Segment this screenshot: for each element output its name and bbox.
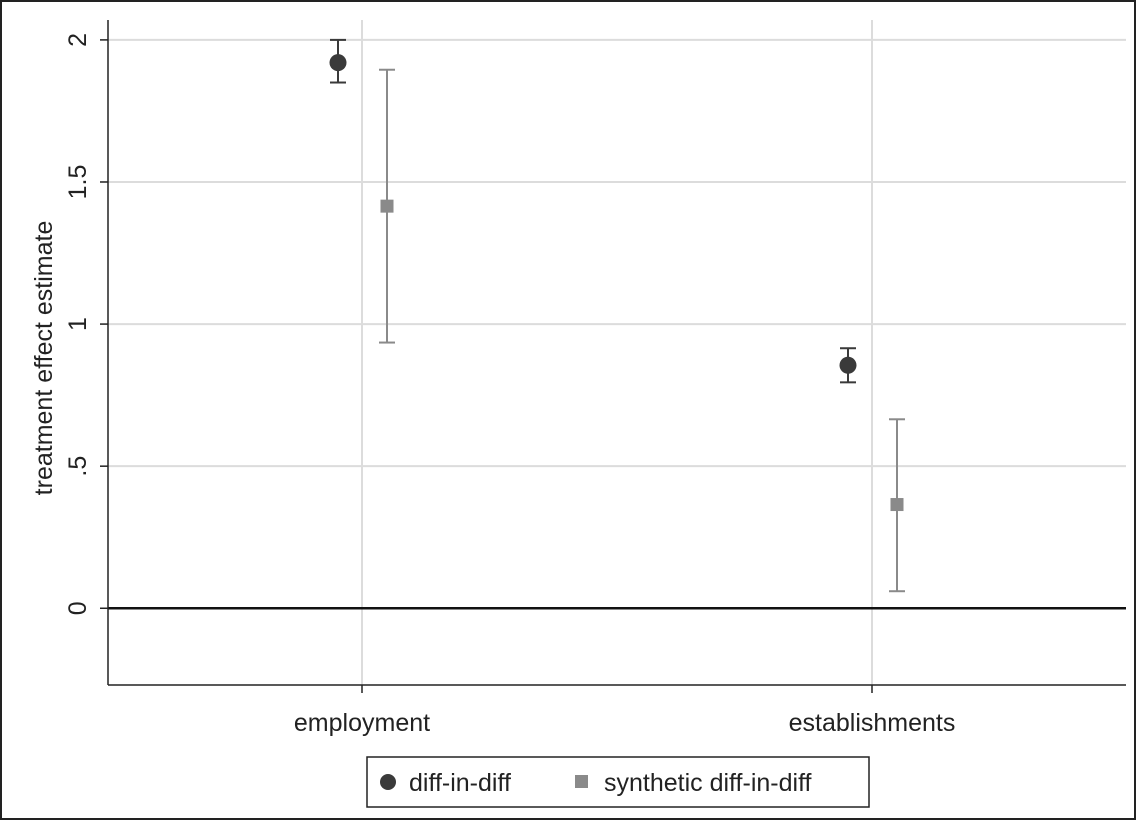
legend-label-diff-in-diff: diff-in-diff	[409, 769, 511, 797]
y-tick-label: 1	[64, 317, 92, 331]
legend-box	[366, 756, 870, 808]
y-tick-label: 0	[64, 601, 92, 615]
y-tick-label: .5	[64, 456, 92, 477]
legend-marker-diff-in-diff	[380, 774, 396, 790]
legend-marker-synthetic-diff-in-diff	[575, 775, 588, 788]
point-estimate-marker	[839, 356, 857, 374]
axes-layer: 0 .5 1 1.5 2 employment establishments	[64, 20, 1126, 737]
legend: diff-in-diff synthetic diff-in-diff	[366, 756, 870, 808]
grid-layer	[108, 20, 1126, 685]
marks-layer	[329, 38, 905, 593]
point-estimate-marker	[380, 199, 394, 213]
x-tick-label: establishments	[789, 709, 956, 737]
x-tick-label: employment	[294, 709, 430, 737]
y-tick-label: 2	[64, 33, 92, 47]
point-estimate-marker	[890, 498, 904, 512]
y-axis-label: treatment effect estimate	[30, 221, 58, 496]
y-tick-label: 1.5	[64, 165, 92, 200]
point-estimate-marker	[329, 54, 347, 72]
legend-label-synthetic-diff-in-diff: synthetic diff-in-diff	[604, 769, 812, 797]
